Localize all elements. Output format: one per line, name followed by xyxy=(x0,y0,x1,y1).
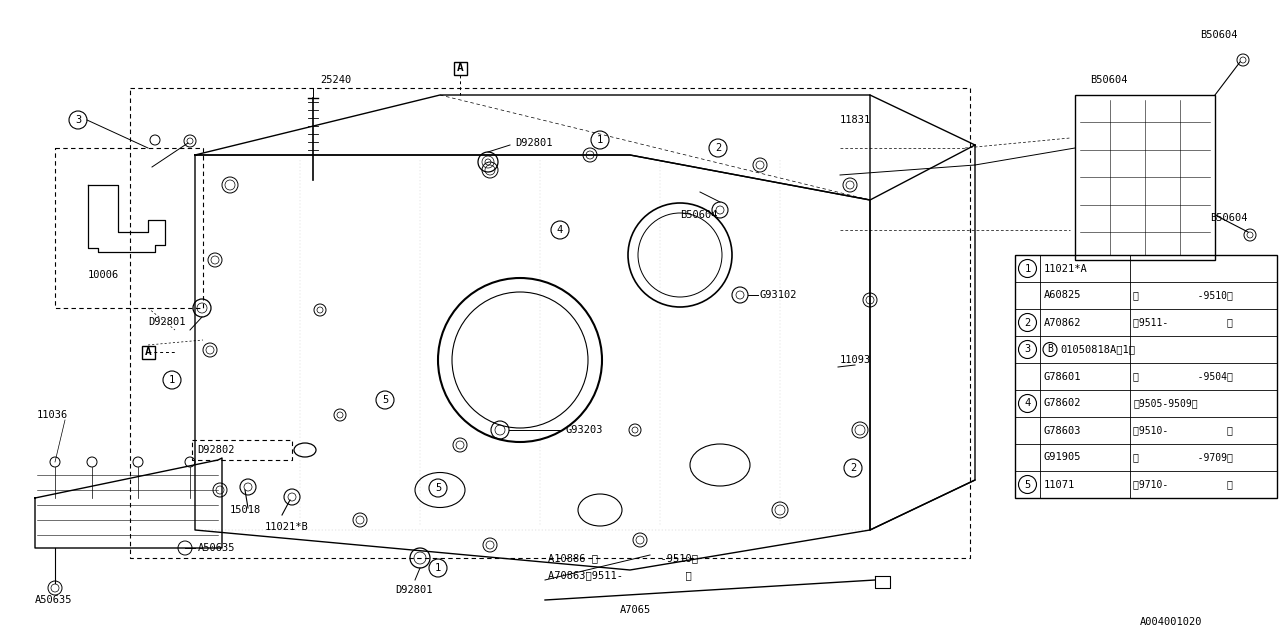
Text: D92801: D92801 xyxy=(515,138,553,148)
Text: B50604: B50604 xyxy=(1210,213,1248,223)
Text: 3: 3 xyxy=(74,115,81,125)
Text: G78603: G78603 xyxy=(1044,426,1082,435)
Text: 1: 1 xyxy=(169,375,175,385)
Bar xyxy=(1075,95,1215,260)
Text: 25240: 25240 xyxy=(320,75,351,85)
Text: 〈9510-          〉: 〈9510- 〉 xyxy=(1133,426,1233,435)
Text: A10886 〈          -9510〉: A10886 〈 -9510〉 xyxy=(548,553,698,563)
Text: D92801: D92801 xyxy=(396,585,433,595)
Text: 10006: 10006 xyxy=(88,270,119,280)
Text: B50604: B50604 xyxy=(1091,75,1128,85)
Text: 5: 5 xyxy=(381,395,388,405)
Text: 11831: 11831 xyxy=(840,115,872,125)
Text: 〈9505-9509〉: 〈9505-9509〉 xyxy=(1133,399,1198,408)
Text: A70863〈9511-          〉: A70863〈9511- 〉 xyxy=(548,570,691,580)
Text: A7065: A7065 xyxy=(620,605,652,615)
Text: B50604: B50604 xyxy=(1201,30,1238,40)
Text: A: A xyxy=(145,347,151,357)
Text: 1: 1 xyxy=(1024,264,1030,273)
Text: 2: 2 xyxy=(1024,317,1030,328)
Text: B: B xyxy=(1047,344,1053,355)
Text: G78602: G78602 xyxy=(1044,399,1082,408)
Text: 5: 5 xyxy=(435,483,442,493)
Text: 01050818A〈1〉: 01050818A〈1〉 xyxy=(1060,344,1135,355)
Text: G93203: G93203 xyxy=(564,425,603,435)
Text: 〈          -9510〉: 〈 -9510〉 xyxy=(1133,291,1233,301)
Text: 11071: 11071 xyxy=(1044,479,1075,490)
Text: A004001020: A004001020 xyxy=(1140,617,1202,627)
Text: D92801: D92801 xyxy=(148,317,186,327)
Text: 4: 4 xyxy=(557,225,563,235)
Text: 1: 1 xyxy=(596,135,603,145)
Text: 4: 4 xyxy=(1024,399,1030,408)
Text: 2: 2 xyxy=(714,143,721,153)
Bar xyxy=(142,346,155,358)
Text: B50604: B50604 xyxy=(680,210,718,220)
Text: A70862: A70862 xyxy=(1044,317,1082,328)
Text: G91905: G91905 xyxy=(1044,452,1082,463)
Text: G78601: G78601 xyxy=(1044,371,1082,381)
Bar xyxy=(453,61,466,74)
Text: A60825: A60825 xyxy=(1044,291,1082,301)
Bar xyxy=(1015,255,1277,498)
Text: 1: 1 xyxy=(435,563,442,573)
Text: A: A xyxy=(457,63,463,73)
Text: 11036: 11036 xyxy=(37,410,68,420)
Text: 5: 5 xyxy=(1024,479,1030,490)
Text: 〈          -9504〉: 〈 -9504〉 xyxy=(1133,371,1233,381)
Text: 11021*A: 11021*A xyxy=(1044,264,1088,273)
Text: 15018: 15018 xyxy=(230,505,261,515)
Text: 2: 2 xyxy=(850,463,856,473)
Text: 11093: 11093 xyxy=(840,355,872,365)
Text: 〈9511-          〉: 〈9511- 〉 xyxy=(1133,317,1233,328)
Text: 11021*B: 11021*B xyxy=(265,522,308,532)
Text: 3: 3 xyxy=(1024,344,1030,355)
Text: G93102: G93102 xyxy=(760,290,797,300)
Text: D92802: D92802 xyxy=(197,445,234,455)
Text: 〈          -9709〉: 〈 -9709〉 xyxy=(1133,452,1233,463)
Text: 〈9710-          〉: 〈9710- 〉 xyxy=(1133,479,1233,490)
Text: A50635: A50635 xyxy=(35,595,73,605)
Text: A50635: A50635 xyxy=(198,543,236,553)
